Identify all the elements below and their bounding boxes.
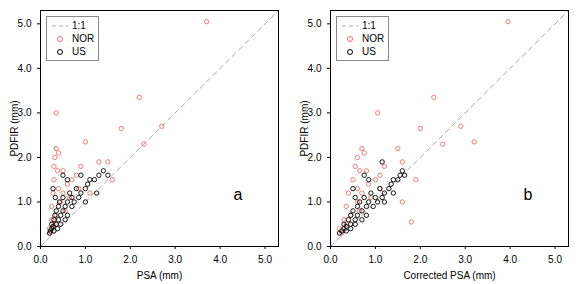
html-text:NOR: NOR	[362, 33, 385, 44]
svg-text:1.0: 1.0	[368, 254, 382, 265]
svg-text:0.0: 0.0	[18, 241, 32, 252]
svg-text:0.0: 0.0	[34, 254, 48, 265]
svg-text:1.0: 1.0	[18, 196, 32, 207]
svg-text:Corrected PSA (mm): Corrected PSA (mm)	[403, 270, 495, 281]
svg-text:2.0: 2.0	[308, 152, 322, 163]
svg-text:5.0: 5.0	[548, 254, 562, 265]
svg-text:4.0: 4.0	[503, 254, 517, 265]
svg-text:0.0: 0.0	[324, 254, 338, 265]
svg-text:4.0: 4.0	[18, 63, 32, 74]
svg-text:a: a	[234, 186, 243, 203]
svg-text:3.0: 3.0	[168, 254, 182, 265]
svg-text:1.0: 1.0	[308, 196, 322, 207]
svg-text:PSA (mm): PSA (mm)	[137, 270, 183, 281]
svg-text:PDFIR (mm): PDFIR (mm)	[9, 100, 20, 156]
svg-text:2.0: 2.0	[413, 254, 427, 265]
html-text:NOR: NOR	[72, 33, 95, 44]
svg-text:4.0: 4.0	[308, 63, 322, 74]
html-text:1:1: 1:1	[72, 20, 86, 31]
svg-text:2.0: 2.0	[123, 254, 137, 265]
svg-text:3.0: 3.0	[458, 254, 472, 265]
svg-text:5.0: 5.0	[258, 254, 272, 265]
html-text:1:1: 1:1	[362, 20, 376, 31]
html-text:US: US	[362, 46, 376, 57]
svg-text:5.0: 5.0	[308, 18, 322, 29]
svg-text:PDFIR (mm): PDFIR (mm)	[299, 100, 310, 156]
svg-text:0.0: 0.0	[308, 241, 322, 252]
svg-text:1.0: 1.0	[78, 254, 92, 265]
svg-text:b: b	[524, 186, 533, 203]
svg-text:3.0: 3.0	[18, 107, 32, 118]
svg-text:5.0: 5.0	[18, 18, 32, 29]
html-text:US: US	[72, 46, 86, 57]
svg-text:3.0: 3.0	[308, 107, 322, 118]
svg-text:2.0: 2.0	[18, 152, 32, 163]
svg-text:4.0: 4.0	[213, 254, 227, 265]
